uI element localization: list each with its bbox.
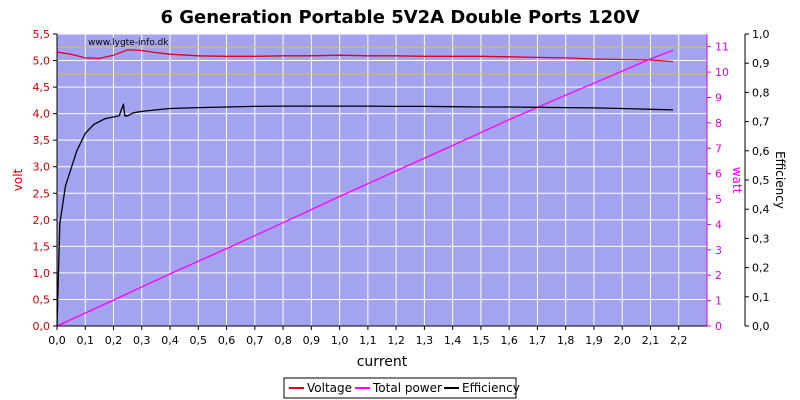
x-tick-label: 1,6 [500,334,518,347]
left-tick-label: 3,0 [33,161,51,174]
left-tick-label: 5,5 [33,28,51,41]
x-tick-label: 0,4 [161,334,179,347]
x-tick-label: 2,1 [642,334,660,347]
right-ticks: 0,0 0,1 0,2 0,3 0,4 0,5 0,6 0,7 0,8 0,9 1,0 [745,28,770,333]
right-tick-label: 0,3 [752,232,770,245]
x-tick-label: 0,9 [303,334,321,347]
x-tick-label: 1,0 [331,334,349,347]
right-tick-label: 0,8 [752,86,770,99]
chart-title: 6 Generation Portable 5V2A Double Ports … [160,7,639,28]
series-group [56,49,674,327]
series-line-efficiency [56,103,674,327]
legend: Voltage Total power Efficiency [283,377,520,399]
x-tick-label: 1,5 [472,334,490,347]
x-tick-label: 0,6 [218,334,236,347]
legend-label-voltage: Voltage [307,381,352,395]
mid-tick-label: 7 [715,142,722,155]
left-axis-label: volt [11,168,25,191]
mid-tick-label: 0 [715,320,722,333]
mid-axis-label: watt [730,167,744,194]
left-tick-label: 5,0 [33,55,51,68]
right-tick-label: 0,5 [752,174,770,187]
x-tick-label: 0,8 [274,334,292,347]
legend-box [283,377,517,399]
left-tick-label: 0,0 [33,320,51,333]
x-tick-label: 2,0 [613,334,631,347]
left-tick-label: 4,5 [33,81,51,94]
watermark: www.lygte-info.dk [88,38,169,48]
right-tick-label: 0,2 [752,262,770,275]
left-tick-label: 4,0 [33,108,51,121]
right-tick-label: 1,0 [752,28,770,41]
right-tick-label: 0,7 [752,116,770,129]
reference-lines [57,46,707,75]
x-tick-label: 1,1 [359,334,377,347]
legend-label-power: Total power [372,381,442,395]
grid [56,33,707,327]
mid-tick-label: 4 [715,218,722,231]
left-tick-label: 2,0 [33,214,51,227]
x-tick-label: 1,2 [387,334,405,347]
mid-tick-label: 10 [715,66,729,79]
x-tick-label: 1,9 [585,334,603,347]
plot-area [57,34,707,326]
x-tick-label: 0,5 [190,334,208,347]
series-line-voltage [56,49,674,63]
x-axis-label: current [357,354,408,370]
legend-label-efficiency: Efficiency [462,381,520,395]
x-tick-label: 1,8 [557,334,575,347]
mid-tick-label: 11 [715,41,729,54]
mid-ticks: 0 1 2 3 4 5 6 7 8 9 10 11 [707,41,729,333]
x-tick-label: 0,0 [48,334,66,347]
left-tick-label: 0,5 [33,293,51,306]
mid-tick-label: 8 [715,117,722,130]
mid-tick-label: 2 [715,269,722,282]
right-axis-label: Efficiency [773,151,787,209]
x-tick-label: 1,7 [529,334,547,347]
mid-tick-label: 1 [715,295,722,308]
x-ticks: 0,0 0,1 0,2 0,3 0,4 0,5 0,6 0,7 0,8 0,9 1,0 1,1 1,2 1… [48,326,687,347]
right-tick-label: 0,6 [752,145,770,158]
right-tick-label: 0,0 [752,320,770,333]
right-tick-label: 0,1 [752,291,770,304]
mid-tick-label: 3 [715,244,722,257]
series-line-power [56,49,674,327]
left-tick-label: 3,5 [33,134,51,147]
x-tick-label: 1,3 [416,334,434,347]
left-ticks: 0,0 0,5 1,0 1,5 2,0 2,5 3,0 3,5 4,0 4,5 5,0 5,5 [33,28,57,333]
x-tick-label: 1,4 [444,334,462,347]
left-tick-label: 2,5 [33,187,51,200]
x-tick-label: 2,2 [670,334,688,347]
x-tick-label: 0,1 [77,334,95,347]
mid-tick-label: 6 [715,168,722,181]
mid-tick-label: 9 [715,91,722,104]
mid-tick-label: 5 [715,193,722,206]
x-tick-label: 0,2 [105,334,123,347]
x-tick-label: 0,3 [133,334,151,347]
left-tick-label: 1,5 [33,240,51,253]
left-tick-label: 1,0 [33,267,51,280]
x-tick-label: 0,7 [246,334,264,347]
right-tick-label: 0,9 [752,57,770,70]
right-tick-label: 0,4 [752,203,770,216]
